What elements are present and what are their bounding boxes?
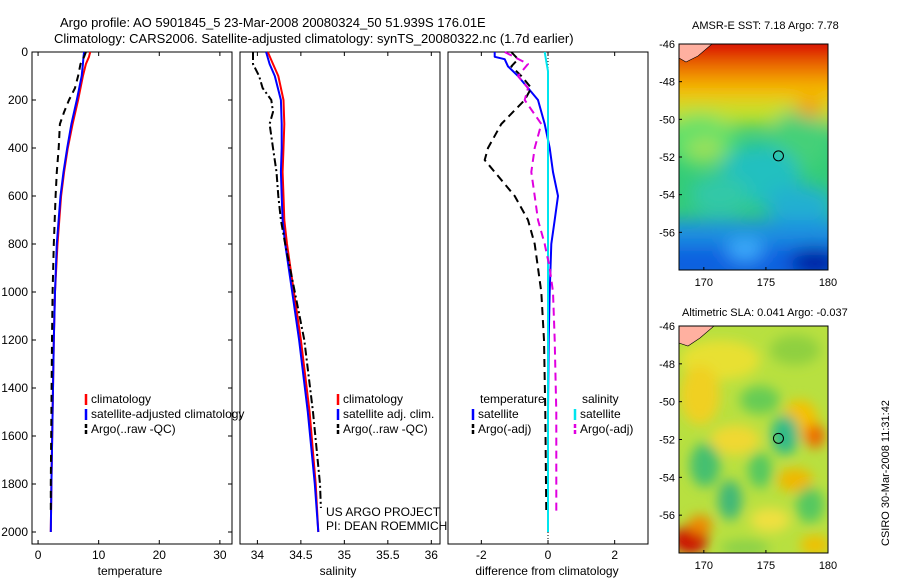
sst-map-xtick-label: 180 xyxy=(819,277,837,289)
difference-panel: -2 0 2 difference from climatology tempera… xyxy=(447,51,649,578)
sla-map-ytick-label: -46 xyxy=(659,321,675,333)
sst-map: AMSR-E SST: 7.18 Argo: 7.78 xyxy=(659,20,839,289)
sal-legend-0-label: climatology xyxy=(343,392,403,406)
salinity-panel: 34 34.5 35 35.5 36 salinity climatologysatel… xyxy=(239,51,447,578)
depth-tick-label: 200 xyxy=(8,93,28,107)
temp-xtick-label: 10 xyxy=(92,548,106,562)
sal-legend-2-label: Argo(..raw -QC) xyxy=(343,422,428,436)
sst-map-xtick-label: 170 xyxy=(695,277,713,289)
title-line-2: Climatology: CARS2006. Satellite-adjuste… xyxy=(54,31,574,46)
diff-legend-sal-heading: salinity xyxy=(582,392,619,406)
side-timestamp: CSIRO 30-Mar-2008 11:31:42 xyxy=(880,400,892,546)
temp-legend-2-label: Argo(..raw -QC) xyxy=(91,422,176,436)
depth-tick-label: 1400 xyxy=(1,381,28,395)
sal-legend-1-label: satellite adj. clim. xyxy=(343,407,434,421)
sal-xtick-label: 34 xyxy=(251,548,265,562)
temperature-panel: 0 200 400 600 800 1000 1200 1400 1600 1800 2000 0 1… xyxy=(1,45,244,578)
diff-legend-sal-argo-label: Argo(-adj) xyxy=(580,422,633,436)
salinity-xlabel: salinity xyxy=(320,564,357,578)
depth-tick-label: 1800 xyxy=(1,477,28,491)
depth-tick-label: 800 xyxy=(8,237,28,251)
difference-legend: temperaturesatelliteArgo(-adj)salinitysa… xyxy=(471,392,633,436)
temp-series-argo-raw-qc- xyxy=(49,51,87,513)
temp-xtick-label: 0 xyxy=(35,548,42,562)
sla-map-float-marker xyxy=(772,432,784,444)
sla-map-xtick-label: 180 xyxy=(819,560,837,572)
sla-map-xtick-label: 170 xyxy=(695,560,713,572)
sal-xtick-label: 35.5 xyxy=(376,548,400,562)
sst-map-ytick-label: -48 xyxy=(659,77,675,89)
diff-xtick-label: -2 xyxy=(476,548,487,562)
diff-legend-sal-sat-label: satellite xyxy=(580,407,621,421)
temp-series-satellite-adjusted-climatology xyxy=(49,51,86,533)
sst-map-float-marker xyxy=(772,150,784,162)
sal-series-climatology xyxy=(266,51,320,533)
diff-legend-temp-argo-label: Argo(-adj) xyxy=(478,422,531,436)
sla-map-ytick-label: -50 xyxy=(659,397,675,409)
sla-map-xtick-label: 175 xyxy=(757,560,775,572)
temperature-axes-box xyxy=(31,51,233,545)
diff-legend-temp-heading: temperature xyxy=(480,392,545,406)
sst-map-xtick-label: 175 xyxy=(757,277,775,289)
sst-land-shape xyxy=(679,44,713,63)
title-line-1: Argo profile: AO 5901845_5 23-Mar-2008 2… xyxy=(60,15,486,30)
sla-map-ytick-label: -56 xyxy=(659,510,675,522)
sst-map-ytick-label: -52 xyxy=(659,152,675,164)
diff-xtick-label: 2 xyxy=(611,548,618,562)
sst-map-ytick-label: -54 xyxy=(659,190,675,202)
diff-xtick-label: 0 xyxy=(545,548,552,562)
temp-xtick-label: 20 xyxy=(153,548,167,562)
depth-tick-label: 600 xyxy=(8,189,28,203)
depth-tick-label: 1600 xyxy=(1,429,28,443)
sla-map-title: Altimetric SLA: 0.041 Argo: -0.037 xyxy=(682,307,848,319)
salinity-axes-box xyxy=(239,51,441,545)
sal-series-satellite-adj-clim- xyxy=(265,51,320,533)
depth-tick-label: 1200 xyxy=(1,333,28,347)
temp-legend-1-label: satellite-adjusted climatology xyxy=(91,407,244,421)
sla-map-ytick-label: -48 xyxy=(659,359,675,371)
sla-map: Altimetric SLA: 0.041 Argo: -0.037 xyxy=(659,307,848,572)
temp-legend-0-label: climatology xyxy=(91,392,151,406)
depth-tick-label: 0 xyxy=(21,45,28,59)
difference-xlabel: difference from climatology xyxy=(475,564,618,578)
diff-series-temperature-argo-adj- xyxy=(483,51,548,513)
sla-map-ytick-label: -52 xyxy=(659,435,675,447)
sal-xtick-label: 34.5 xyxy=(289,548,313,562)
sst-map-ytick-label: -50 xyxy=(659,114,675,126)
diff-series-salinity-satellite xyxy=(543,51,549,532)
sst-map-ytick-label: -46 xyxy=(659,39,675,51)
diff-series-salinity-argo-adj- xyxy=(504,51,558,513)
temperature-xlabel: temperature xyxy=(98,564,163,578)
temp-xtick-label: 30 xyxy=(213,548,227,562)
project-text-line-1: US ARGO PROJECT xyxy=(326,505,441,519)
sla-field xyxy=(679,335,828,553)
depth-tick-label: 2000 xyxy=(1,525,28,539)
depth-tick-label: 1000 xyxy=(1,285,28,299)
sal-series-argo-raw-qc- xyxy=(252,52,322,509)
sst-map-title: AMSR-E SST: 7.18 Argo: 7.78 xyxy=(692,20,839,32)
depth-tick-label: 400 xyxy=(8,141,28,155)
sal-xtick-label: 35 xyxy=(338,548,352,562)
sst-map-ytick-label: -56 xyxy=(659,227,675,239)
sla-map-ytick-label: -54 xyxy=(659,472,675,484)
diff-legend-temp-sat-label: satellite xyxy=(478,407,519,421)
sla-land-shape xyxy=(679,326,715,347)
sal-xtick-label: 36 xyxy=(425,548,439,562)
sst-field xyxy=(679,44,828,270)
project-text-line-2: PI: DEAN ROEMMICH xyxy=(326,519,447,533)
